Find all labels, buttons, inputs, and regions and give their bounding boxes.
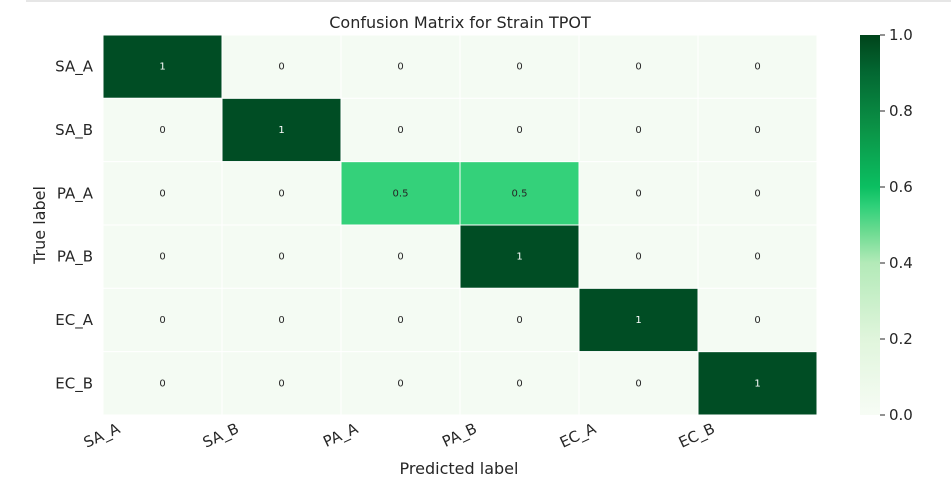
y-tick-label: EC_A	[55, 311, 93, 330]
heatmap-cell-EC_A-PA_A	[340, 287, 461, 353]
colorbar-tick-label: 0.6	[889, 178, 913, 196]
x-tick-label: SA_A	[81, 419, 124, 453]
cell-value-label: 0	[754, 252, 760, 263]
colorbar	[860, 35, 880, 415]
chart-title: Confusion Matrix for Strain TPOT	[329, 13, 591, 32]
x-tick-label: PA_B	[439, 419, 480, 451]
cell-value-label: 0	[516, 378, 522, 389]
heatmap-cell-SA_A-SA_B	[221, 34, 342, 99]
cell-value-label: 0	[635, 125, 641, 136]
colorbar-tick-label: 0.8	[889, 102, 913, 120]
cell-value-label: 0.5	[393, 188, 409, 199]
heatmap-cell-EC_B-EC_B	[697, 351, 818, 416]
cell-value-label: 0	[516, 125, 522, 136]
heatmap-cell-PA_B-PA_A	[340, 224, 461, 289]
cell-value-label: 0	[278, 315, 284, 326]
cell-value-label: 0	[278, 188, 284, 199]
heatmap-cell-EC_A-EC_A	[578, 287, 699, 353]
heatmap-cell-PA_A-SA_A	[102, 161, 223, 226]
x-tick-label: EC_A	[557, 419, 600, 452]
colorbar-tick-label: 0.0	[889, 406, 913, 424]
cell-value-label: 0	[278, 62, 284, 73]
heatmap-cell-PA_B-EC_B	[697, 224, 818, 289]
y-tick-label: SA_B	[55, 121, 93, 140]
cell-value-label: 0	[754, 188, 760, 199]
heatmap-cell-PA_B-SA_B	[221, 224, 342, 289]
cell-value-label: 1	[278, 125, 284, 136]
cell-value-label: 0	[159, 188, 165, 199]
heatmap-cell-PA_B-SA_A	[102, 224, 223, 289]
heatmap-cell-SA_B-EC_B	[697, 97, 818, 163]
heatmap-cells: 1 0 0 0 0 0 0 1 0 0 0 0 0 0 0.5 0.5 0 0 0 0 0 1 0 0 0 0 0 0 1 0 0 0 0 0 0 1	[102, 34, 818, 416]
cell-value-label: 0	[159, 378, 165, 389]
y-tick-label: SA_A	[55, 58, 94, 77]
colorbar-ticks: 0.0 0.2 0.4 0.6 0.8 1.0	[880, 26, 913, 424]
y-tick-label: PA_B	[57, 248, 93, 267]
heatmap-cell-SA_B-EC_A	[578, 97, 699, 163]
x-tick-label: SA_B	[200, 419, 242, 452]
cell-value-label: 0	[754, 315, 760, 326]
heatmap-cell-EC_B-EC_A	[578, 351, 699, 416]
cell-value-label: 0	[159, 315, 165, 326]
heatmap-cell-EC_B-PA_B	[459, 351, 580, 416]
cell-value-label: 1	[754, 378, 760, 389]
cell-value-label: 1	[159, 62, 165, 73]
heatmap-cell-EC_A-PA_B	[459, 287, 580, 353]
colorbar-tick-label: 0.2	[889, 330, 913, 348]
cell-value-label: 0	[397, 315, 403, 326]
x-tick-label: PA_A	[320, 419, 361, 452]
heatmap-cell-EC_A-SA_B	[221, 287, 342, 353]
heatmap-cell-SA_B-SA_B	[221, 97, 342, 163]
top-border-line	[26, 0, 951, 2]
cell-value-label: 0	[397, 125, 403, 136]
cell-value-label: 0	[278, 252, 284, 263]
heatmap-cell-EC_A-SA_A	[102, 287, 223, 353]
cell-value-label: 0	[635, 62, 641, 73]
heatmap-cell-EC_B-SA_B	[221, 351, 342, 416]
heatmap-cell-PA_A-EC_A	[578, 161, 699, 226]
heatmap-cell-PA_A-EC_B	[697, 161, 818, 226]
cell-value-label: 0	[754, 125, 760, 136]
heatmap-cell-PA_A-PA_B	[459, 161, 580, 226]
colorbar-tick-label: 1.0	[889, 26, 913, 44]
x-axis-label: Predicted label	[400, 459, 519, 478]
cell-value-label: 0	[159, 252, 165, 263]
y-tick-labels: SA_A SA_B PA_A PA_B EC_A EC_B	[55, 58, 94, 394]
cell-value-label: 0	[278, 378, 284, 389]
y-tick-label: PA_A	[57, 184, 94, 203]
cell-value-label: 0	[397, 252, 403, 263]
cell-value-label: 1	[635, 315, 641, 326]
heatmap-cell-SA_B-PA_A	[340, 97, 461, 163]
heatmap-cell-EC_B-PA_A	[340, 351, 461, 416]
heatmap-cell-PA_A-PA_A	[340, 161, 461, 226]
cell-value-label: 0	[635, 378, 641, 389]
cell-value-label: 0	[159, 125, 165, 136]
colorbar-tick-label: 0.4	[889, 254, 913, 272]
cell-value-label: 0	[397, 62, 403, 73]
cell-value-label: 0	[635, 188, 641, 199]
heatmap-cell-PA_B-EC_A	[578, 224, 699, 289]
cell-value-label: 0	[516, 315, 522, 326]
cell-value-label: 0	[516, 62, 522, 73]
y-tick-label: EC_B	[55, 374, 93, 393]
heatmap-cell-SA_B-PA_B	[459, 97, 580, 163]
cell-value-label: 0	[635, 252, 641, 263]
heatmap-cell-EC_A-EC_B	[697, 287, 818, 353]
x-tick-labels: SA_A SA_B PA_A PA_B EC_A EC_B	[81, 419, 718, 453]
cell-value-label: 1	[516, 252, 522, 263]
cell-value-label: 0	[754, 62, 760, 73]
y-axis-label: True label	[30, 186, 49, 265]
x-tick-label: EC_B	[676, 419, 718, 452]
cell-value-label: 0.5	[512, 188, 528, 199]
cell-value-label: 0	[397, 378, 403, 389]
